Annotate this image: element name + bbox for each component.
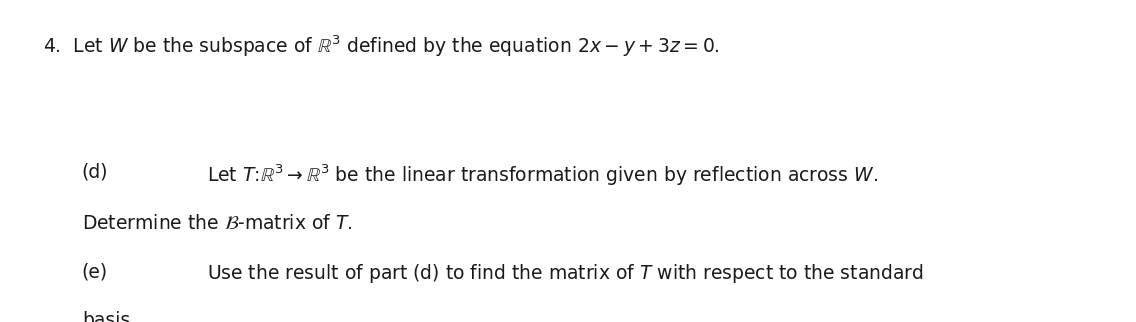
Text: Let $T\colon \mathbb{R}^3 \to \mathbb{R}^3$ be the linear transformation given b: Let $T\colon \mathbb{R}^3 \to \mathbb{R}… — [207, 163, 878, 188]
Text: Use the result of part (d) to find the matrix of $T$ with respect to the standar: Use the result of part (d) to find the m… — [207, 262, 924, 285]
Text: (d): (d) — [82, 163, 108, 182]
Text: 4.  Let $W$ be the subspace of $\mathbb{R}^3$ defined by the equation $2x - y + : 4. Let $W$ be the subspace of $\mathbb{R… — [43, 34, 720, 59]
Text: Determine the $\mathcal{B}$-matrix of $T$.: Determine the $\mathcal{B}$-matrix of $T… — [82, 214, 352, 233]
Text: (e): (e) — [82, 262, 108, 281]
Text: basis.: basis. — [82, 311, 136, 322]
